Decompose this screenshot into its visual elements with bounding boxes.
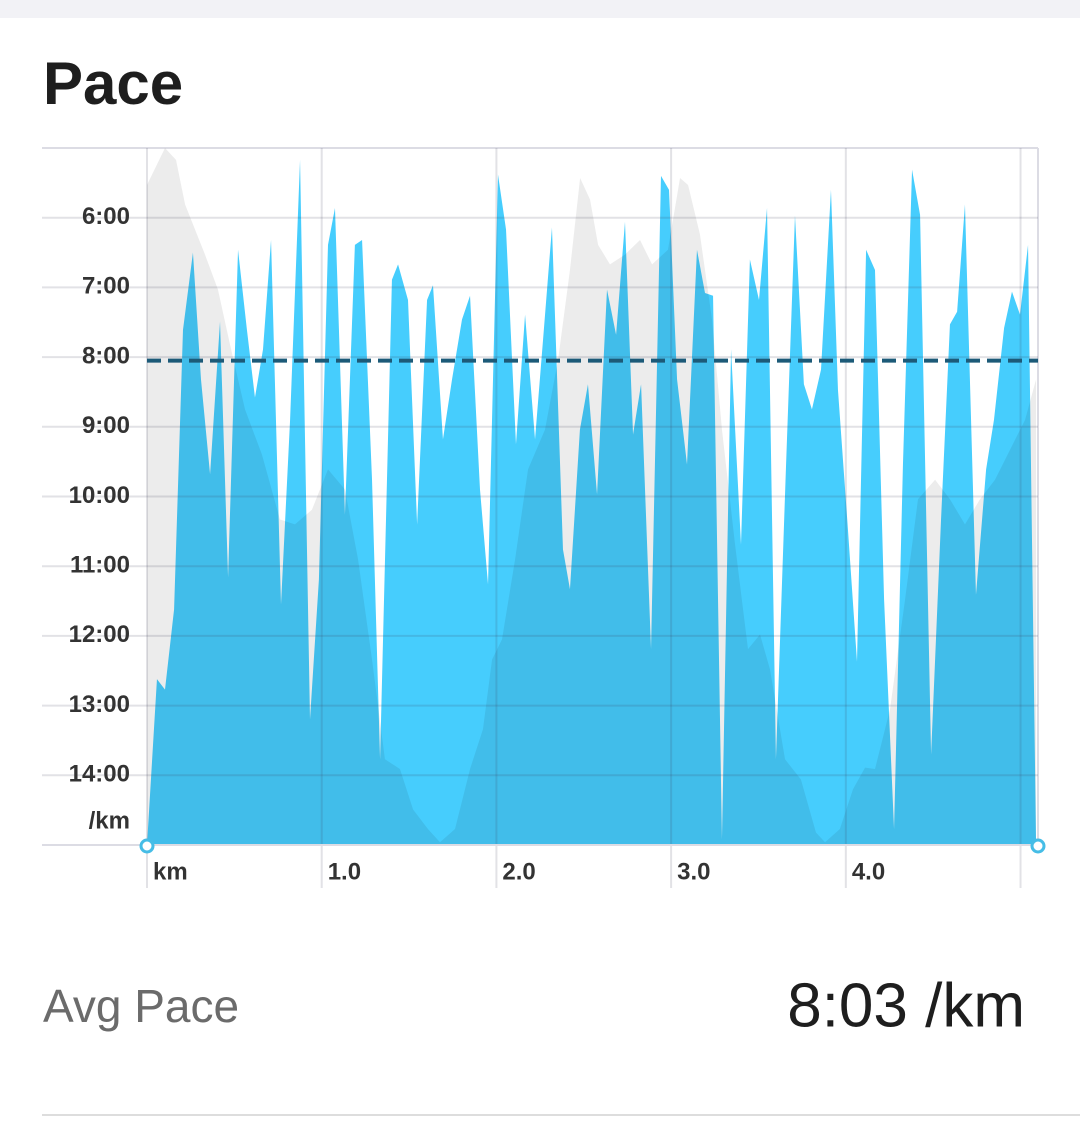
summary-value: 8:03 /km: [787, 971, 1025, 1040]
chart-title: Pace: [43, 50, 183, 117]
y-tick-label: 8:00: [82, 342, 130, 369]
summary-label: Avg Pace: [43, 980, 239, 1032]
top-strip: [0, 0, 1080, 18]
plot: 6:00 7:00 8:00 9:00 10:00 11:00 12:00 13:00 14:0…: [42, 147, 1046, 888]
y-tick-label: 6:00: [82, 203, 130, 230]
x-tick-label: 4.0: [852, 858, 885, 885]
y-tick-label: 10:00: [69, 482, 130, 509]
y-axis-unit: /km: [89, 807, 130, 834]
pace-area: [147, 159, 1037, 845]
y-tick-label: 7:00: [82, 273, 130, 300]
range-handle: [1030, 838, 1046, 854]
y-tick-label: 14:00: [69, 761, 130, 788]
y-tick-label: 11:00: [70, 552, 130, 579]
y-tick-label: 13:00: [69, 691, 130, 718]
x-tick-label: 3.0: [677, 858, 710, 885]
range-handle: [139, 838, 155, 854]
x-tick-label: 2.0: [502, 858, 535, 885]
y-tick-label: 12:00: [69, 621, 130, 648]
x-tick-label: 1.0: [328, 858, 361, 885]
x-tick-label: km: [153, 858, 188, 885]
y-tick-label: 9:00: [82, 412, 130, 439]
